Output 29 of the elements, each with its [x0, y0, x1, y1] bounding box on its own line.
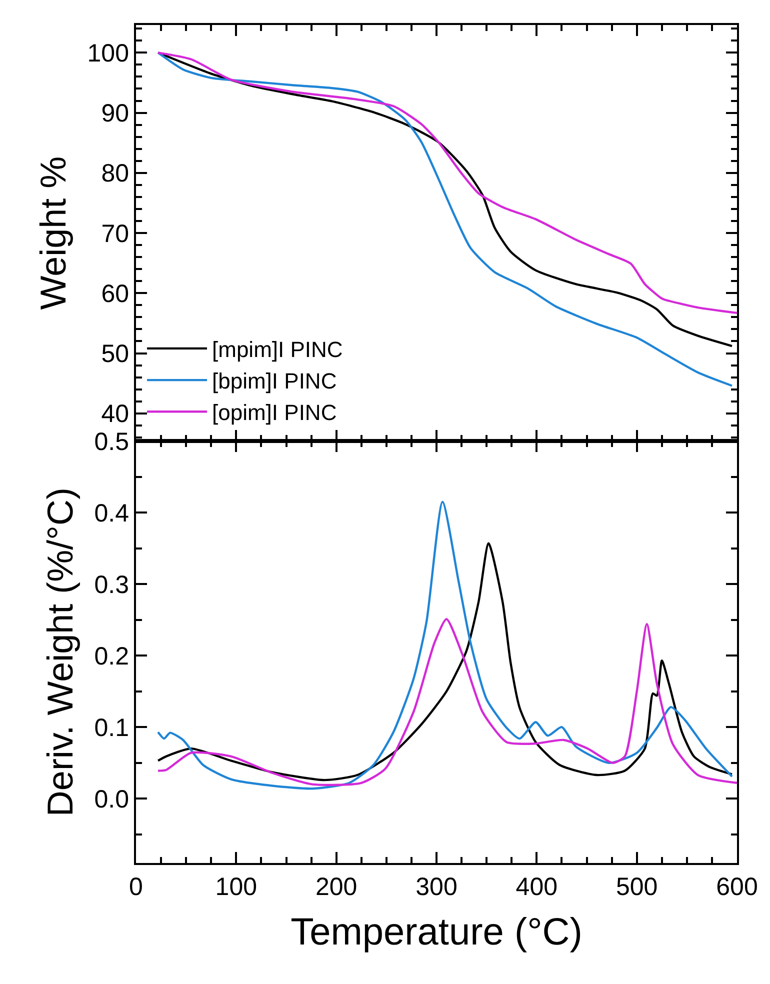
y-tick-label: 0.0 — [94, 785, 129, 814]
line-series — [156, 500, 734, 790]
y-tick-label: 0.3 — [94, 570, 129, 599]
y-tick-label: 100 — [87, 39, 129, 68]
y-tick-label: 0.5 — [94, 428, 129, 456]
x-tick-label: 400 — [516, 873, 558, 901]
x-axis-title: Temperature (°C) — [290, 912, 582, 954]
y-tick-label: 50 — [101, 340, 129, 368]
y-axis-title: Weight % — [32, 156, 74, 310]
y-tick-label: 70 — [101, 220, 129, 248]
x-tick-label: 300 — [416, 873, 458, 901]
y-tick-label: 60 — [101, 280, 129, 308]
y-tick-label: 0.4 — [94, 499, 130, 528]
legend-label: [mpim]I PINC — [212, 337, 343, 362]
legend-label: [bpim]I PINC — [212, 368, 337, 394]
y-tick-label: 80 — [101, 160, 129, 188]
y-axis-title: Deriv. Weight (%/°C) — [40, 487, 81, 817]
line-series — [156, 618, 737, 786]
x-tick-label: 100 — [215, 873, 258, 901]
y-tick-label: 40 — [101, 400, 129, 428]
y-tick-label: 90 — [101, 100, 129, 128]
y-tick-label: 0.2 — [94, 642, 129, 670]
line-series — [156, 542, 734, 782]
x-tick-label: 600 — [716, 873, 758, 901]
y-tick-label: 0.1 — [94, 714, 129, 742]
x-tick-label: 200 — [315, 873, 358, 901]
x-tick-label: 500 — [616, 873, 658, 901]
legend-label: [opim]I PINC — [212, 400, 337, 426]
x-tick-label: 0 — [129, 873, 143, 901]
